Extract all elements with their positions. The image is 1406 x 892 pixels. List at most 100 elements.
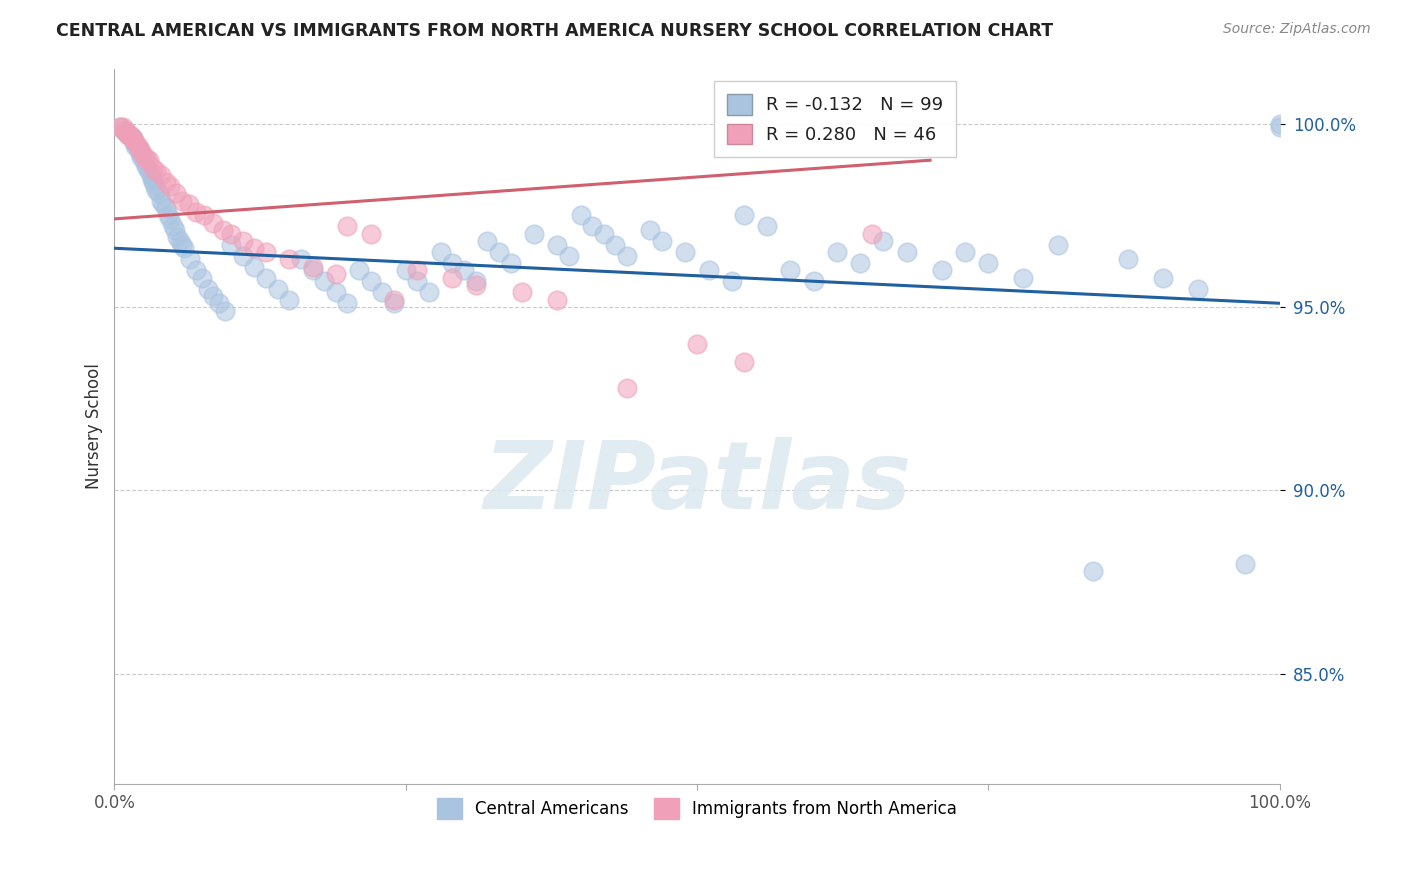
- Point: [1187, 282, 1209, 296]
- Point: [896, 244, 918, 259]
- Point: [418, 285, 440, 300]
- Point: [170, 237, 193, 252]
- Point: [155, 175, 177, 189]
- Point: [569, 208, 592, 222]
- Text: ZIPatlas: ZIPatlas: [484, 437, 911, 529]
- Point: [325, 267, 347, 281]
- Point: [697, 263, 720, 277]
- Point: [336, 296, 359, 310]
- Point: [325, 285, 347, 300]
- Point: [779, 263, 801, 277]
- Point: [464, 274, 486, 288]
- Point: [243, 260, 266, 274]
- Point: [159, 211, 181, 226]
- Point: [243, 241, 266, 255]
- Point: [214, 303, 236, 318]
- Point: [118, 128, 141, 142]
- Point: [477, 234, 499, 248]
- Point: [860, 227, 883, 241]
- Point: [125, 138, 148, 153]
- Point: [142, 161, 165, 175]
- Point: [208, 296, 231, 310]
- Point: [616, 249, 638, 263]
- Point: [546, 237, 568, 252]
- Point: [953, 244, 976, 259]
- Point: [121, 131, 143, 145]
- Point: [721, 274, 744, 288]
- Point: [523, 227, 546, 241]
- Point: [931, 263, 953, 277]
- Point: [124, 138, 146, 153]
- Point: [138, 164, 160, 178]
- Point: [148, 186, 170, 201]
- Y-axis label: Nursery School: Nursery School: [86, 363, 103, 489]
- Point: [581, 219, 603, 234]
- Point: [336, 219, 359, 234]
- Point: [170, 194, 193, 208]
- Point: [131, 145, 153, 160]
- Point: [122, 135, 145, 149]
- Point: [406, 274, 429, 288]
- Point: [301, 263, 323, 277]
- Point: [382, 296, 405, 310]
- Point: [139, 168, 162, 182]
- Point: [1116, 252, 1139, 267]
- Text: Source: ZipAtlas.com: Source: ZipAtlas.com: [1223, 22, 1371, 37]
- Point: [110, 120, 132, 135]
- Point: [115, 124, 138, 138]
- Legend: Central Americans, Immigrants from North America: Central Americans, Immigrants from North…: [430, 792, 963, 825]
- Point: [1233, 557, 1256, 571]
- Point: [219, 237, 242, 252]
- Point: [441, 270, 464, 285]
- Point: [510, 285, 533, 300]
- Point: [558, 249, 581, 263]
- Point: [1268, 116, 1291, 130]
- Point: [114, 124, 136, 138]
- Point: [159, 178, 181, 193]
- Point: [152, 197, 174, 211]
- Point: [191, 270, 214, 285]
- Point: [686, 336, 709, 351]
- Point: [184, 204, 207, 219]
- Point: [464, 277, 486, 292]
- Point: [155, 201, 177, 215]
- Point: [179, 252, 201, 267]
- Point: [169, 234, 191, 248]
- Point: [395, 263, 418, 277]
- Point: [124, 135, 146, 149]
- Point: [232, 234, 254, 248]
- Point: [143, 178, 166, 193]
- Point: [1083, 564, 1105, 578]
- Point: [849, 256, 872, 270]
- Point: [429, 244, 451, 259]
- Point: [145, 164, 167, 178]
- Point: [136, 153, 159, 168]
- Point: [163, 223, 186, 237]
- Point: [112, 124, 135, 138]
- Point: [1012, 270, 1035, 285]
- Point: [122, 131, 145, 145]
- Point: [441, 256, 464, 270]
- Point: [1047, 237, 1070, 252]
- Point: [127, 142, 149, 156]
- Point: [197, 282, 219, 296]
- Point: [136, 161, 159, 175]
- Point: [110, 120, 132, 135]
- Point: [121, 131, 143, 145]
- Point: [134, 157, 156, 171]
- Point: [142, 175, 165, 189]
- Point: [371, 285, 394, 300]
- Point: [733, 208, 755, 222]
- Point: [546, 293, 568, 307]
- Point: [314, 274, 336, 288]
- Point: [117, 128, 139, 142]
- Point: [118, 128, 141, 142]
- Point: [232, 249, 254, 263]
- Point: [129, 142, 152, 156]
- Point: [202, 289, 225, 303]
- Point: [177, 197, 200, 211]
- Point: [640, 223, 662, 237]
- Point: [150, 194, 173, 208]
- Point: [254, 270, 277, 285]
- Point: [347, 263, 370, 277]
